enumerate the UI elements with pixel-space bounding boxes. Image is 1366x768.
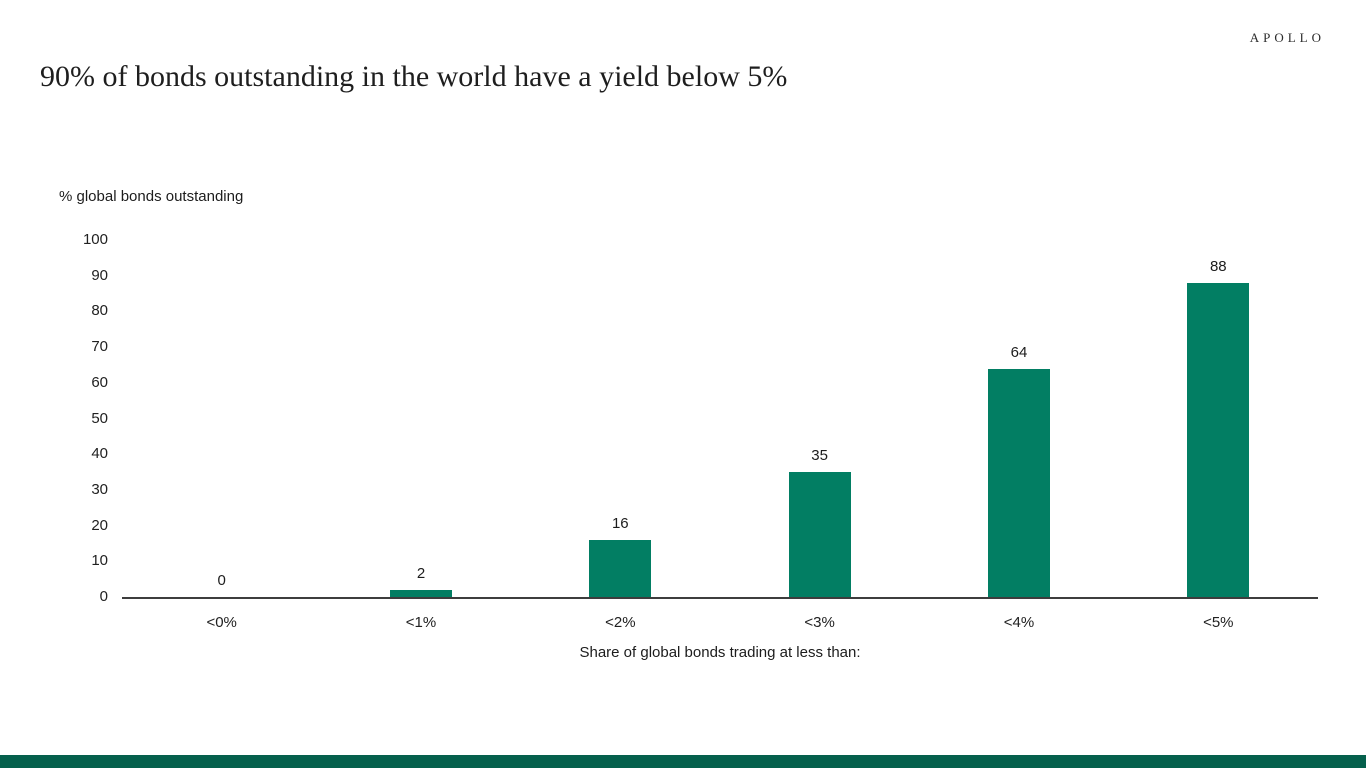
bar-value-label: 88 <box>1209 257 1227 275</box>
y-tick-label: 20 <box>91 516 108 534</box>
bar-slot: 88 <box>1119 240 1318 597</box>
x-tick-label: <4% <box>1003 614 1035 631</box>
bar-slot: 64 <box>919 240 1118 597</box>
x-tick-label: <2% <box>605 614 636 631</box>
bar-slot: 16 <box>521 240 720 597</box>
bar-chart-plot: 0 2 16 35 64 88 <box>122 240 1318 599</box>
y-tick-label: 80 <box>91 302 108 320</box>
apollo-logo: APOLLO <box>1249 30 1325 45</box>
bar-value-label: 35 <box>811 447 828 465</box>
y-tick-label: 70 <box>91 338 108 356</box>
x-axis-title: Share of global bonds trading at less th… <box>579 644 861 661</box>
y-axis-title: % global bonds outstanding <box>59 188 244 205</box>
x-axis: <0% <1% <2% <3% <4% <5% <box>122 614 1318 631</box>
y-tick-label: 90 <box>91 266 108 284</box>
bar-slot: 0 <box>122 240 321 597</box>
bar <box>1187 282 1250 597</box>
bar-slot: 2 <box>321 240 520 597</box>
y-tick-label: 60 <box>91 373 108 391</box>
bar-value-label: 16 <box>611 514 629 532</box>
y-tick-label: 40 <box>91 445 108 463</box>
footer-band <box>0 755 1366 768</box>
y-tick-label: 30 <box>91 480 108 498</box>
bar-value-label: 64 <box>1010 343 1028 361</box>
x-tick-label: <3% <box>804 614 835 631</box>
bar <box>389 589 452 597</box>
y-tick-label: 0 <box>99 588 108 605</box>
y-tick-label: 10 <box>91 552 108 570</box>
y-tick-label: 50 <box>91 409 108 427</box>
bar <box>987 368 1050 597</box>
bar-value-label: 2 <box>416 564 426 582</box>
x-tick-label: <5% <box>1203 614 1234 631</box>
bar-series: 0 2 16 35 64 88 <box>122 240 1318 597</box>
bar-slot: 35 <box>720 240 919 597</box>
page-title: 90% of bonds outstanding in the world ha… <box>40 60 788 93</box>
bar <box>788 472 851 597</box>
y-tick-label: 100 <box>82 231 108 248</box>
y-axis: 0 10 20 30 40 50 60 70 80 90 100 <box>0 231 108 605</box>
bar <box>589 539 652 597</box>
bar-value-label: 0 <box>217 572 226 589</box>
x-tick-label: <1% <box>405 614 437 631</box>
x-tick-label: <0% <box>206 614 237 631</box>
